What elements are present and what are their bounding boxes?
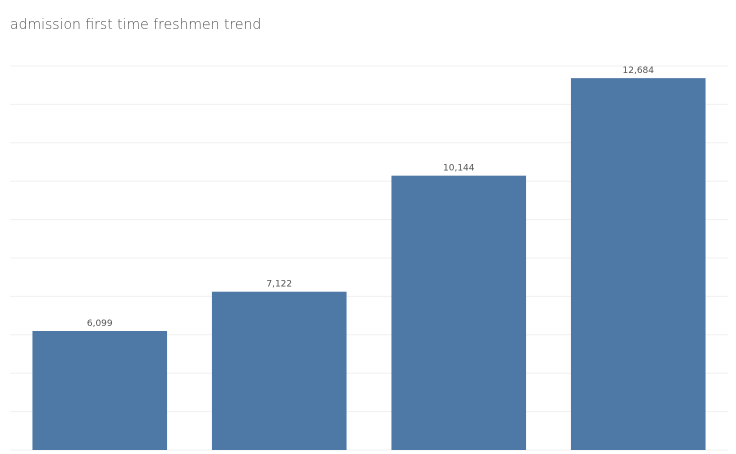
bar bbox=[391, 175, 527, 450]
bar bbox=[570, 78, 706, 450]
value-label: 7,122 bbox=[266, 280, 292, 290]
bar bbox=[211, 291, 347, 450]
value-label: 12,684 bbox=[623, 66, 655, 76]
value-label: 6,099 bbox=[87, 319, 113, 329]
chart-title: admission first time freshmen trend bbox=[10, 17, 261, 33]
bar bbox=[32, 330, 168, 450]
value-label: 10,144 bbox=[443, 164, 475, 174]
